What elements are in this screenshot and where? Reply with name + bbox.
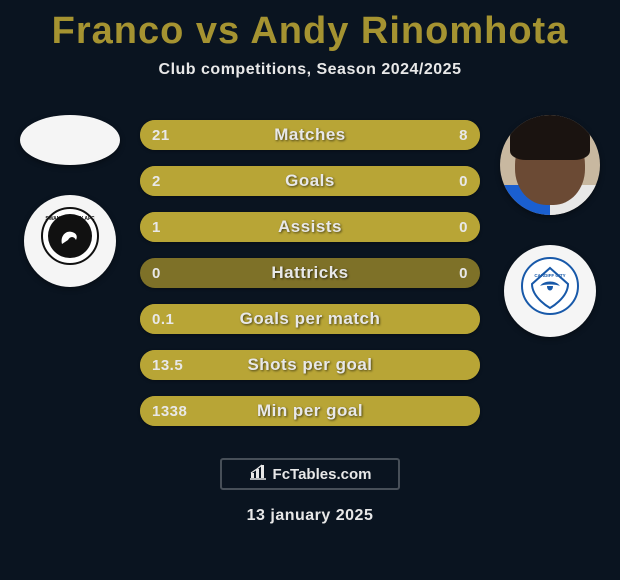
footer-date: 13 january 2025 [247,507,374,525]
svg-text:SWANSEA CITY AFC: SWANSEA CITY AFC [45,216,95,222]
stat-row: 1338Min per goal [140,396,480,426]
stat-value-left: 1 [140,219,210,236]
player-left-avatar [20,115,120,165]
stat-label: Shots per goal [210,355,410,375]
svg-text:CARDIFF CITY: CARDIFF CITY [534,273,565,278]
player-right-name: Andy Rinomhota [250,10,568,52]
player-hair [510,115,590,160]
stat-value-left: 21 [140,127,210,144]
stat-value-right: 0 [410,265,480,282]
stat-value-left: 13.5 [140,357,210,374]
player-right-avatar [500,115,600,215]
bluebird-icon: CARDIFF CITY [520,256,580,326]
stat-value-right: 8 [410,127,480,144]
player-right-club-badge: CARDIFF CITY [504,245,596,337]
stat-value-right: 0 [410,173,480,190]
stat-value-left: 2 [140,173,210,190]
player-left-club-badge: SWANSEA CITY AFC [24,195,116,287]
stat-row: 1Assists0 [140,212,480,242]
swan-icon: SWANSEA CITY AFC [40,206,100,276]
player-left-name: Franco [52,10,185,52]
stat-value-left: 1338 [140,403,210,420]
stat-value-left: 0.1 [140,311,210,328]
stat-value-right: 0 [410,219,480,236]
bar-chart-icon [249,464,267,484]
stat-rows-container: 21Matches82Goals01Assists00Hattricks00.1… [140,120,480,426]
left-player-column: SWANSEA CITY AFC [10,115,130,287]
stat-row: 0Hattricks0 [140,258,480,288]
stat-label: Matches [210,125,410,145]
subtitle: Club competitions, Season 2024/2025 [0,61,620,79]
stat-label: Assists [210,217,410,237]
stat-label: Min per goal [210,401,410,421]
stat-value-left: 0 [140,265,210,282]
stat-row: 13.5Shots per goal [140,350,480,380]
stat-label: Goals per match [210,309,410,329]
comparison-infographic: Franco vs Andy Rinomhota Club competitio… [0,0,620,580]
right-player-column: CARDIFF CITY [490,115,610,337]
page-title: Franco vs Andy Rinomhota [0,0,620,53]
stat-row: 2Goals0 [140,166,480,196]
brand-text: FcTables.com [273,466,372,483]
vs-separator: vs [196,10,240,52]
brand-badge: FcTables.com [220,458,400,490]
stat-label: Goals [210,171,410,191]
stat-row: 0.1Goals per match [140,304,480,334]
stat-label: Hattricks [210,263,410,283]
stat-row: 21Matches8 [140,120,480,150]
